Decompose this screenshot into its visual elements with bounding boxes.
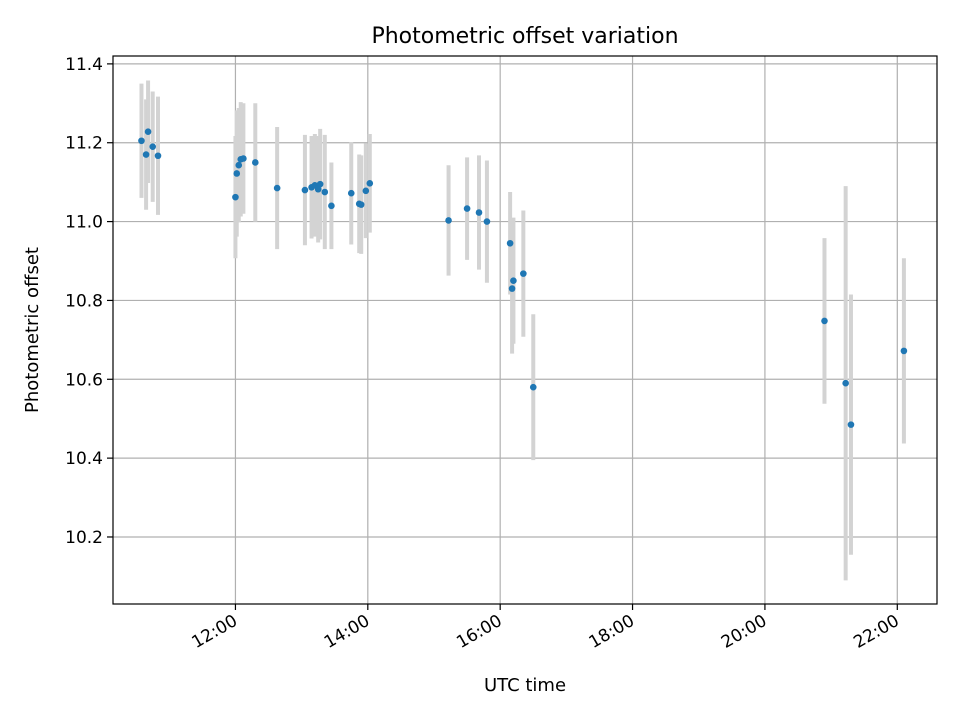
data-point <box>154 152 162 160</box>
data-point <box>362 187 370 195</box>
data-point <box>842 379 849 387</box>
data-point <box>529 383 537 391</box>
data-point <box>233 170 241 177</box>
plot-frame <box>112 55 938 605</box>
data-point <box>232 193 239 201</box>
data-point <box>328 202 335 210</box>
data-point <box>144 128 152 135</box>
x-axis-label: UTC time <box>484 675 566 696</box>
data-point <box>138 137 145 145</box>
data-point <box>301 186 309 194</box>
y-tick-label: 10.8 <box>65 291 103 311</box>
data-point <box>314 185 322 193</box>
y-tick-label: 11.2 <box>65 134 103 154</box>
data-point <box>149 143 157 150</box>
y-axis-label: Photometric offset <box>22 247 43 413</box>
data-point <box>506 239 514 247</box>
data-point <box>273 184 281 192</box>
data-point <box>821 317 828 325</box>
data-point <box>251 159 259 166</box>
data-point <box>520 270 527 277</box>
y-tick-label: 10.6 <box>65 370 103 390</box>
y-tick-label: 10.2 <box>65 528 103 548</box>
data-point <box>483 218 491 225</box>
data-point <box>316 180 324 188</box>
data-point <box>463 205 471 212</box>
data-point <box>475 209 483 216</box>
grid <box>113 56 937 604</box>
y-tick-label: 10.4 <box>65 449 103 469</box>
data-point <box>347 189 355 197</box>
data-point <box>510 277 517 285</box>
y-tick-label: 11.0 <box>65 213 103 233</box>
data-point <box>847 421 855 428</box>
data-point <box>235 161 243 169</box>
data-point <box>366 180 374 187</box>
data-point <box>445 217 452 224</box>
data-points <box>138 128 908 428</box>
data-point <box>321 188 329 196</box>
data-point <box>900 347 908 355</box>
y-axis-ticks: 10.2 10.4 10.6 10.8 11.0 11.2 11.4 <box>65 55 113 548</box>
data-point <box>240 155 247 162</box>
data-point <box>142 151 150 158</box>
data-point <box>508 285 516 292</box>
chart-title: Photometric offset variation <box>371 24 678 49</box>
y-tick-label: 11.4 <box>65 55 103 75</box>
data-point <box>357 201 365 208</box>
